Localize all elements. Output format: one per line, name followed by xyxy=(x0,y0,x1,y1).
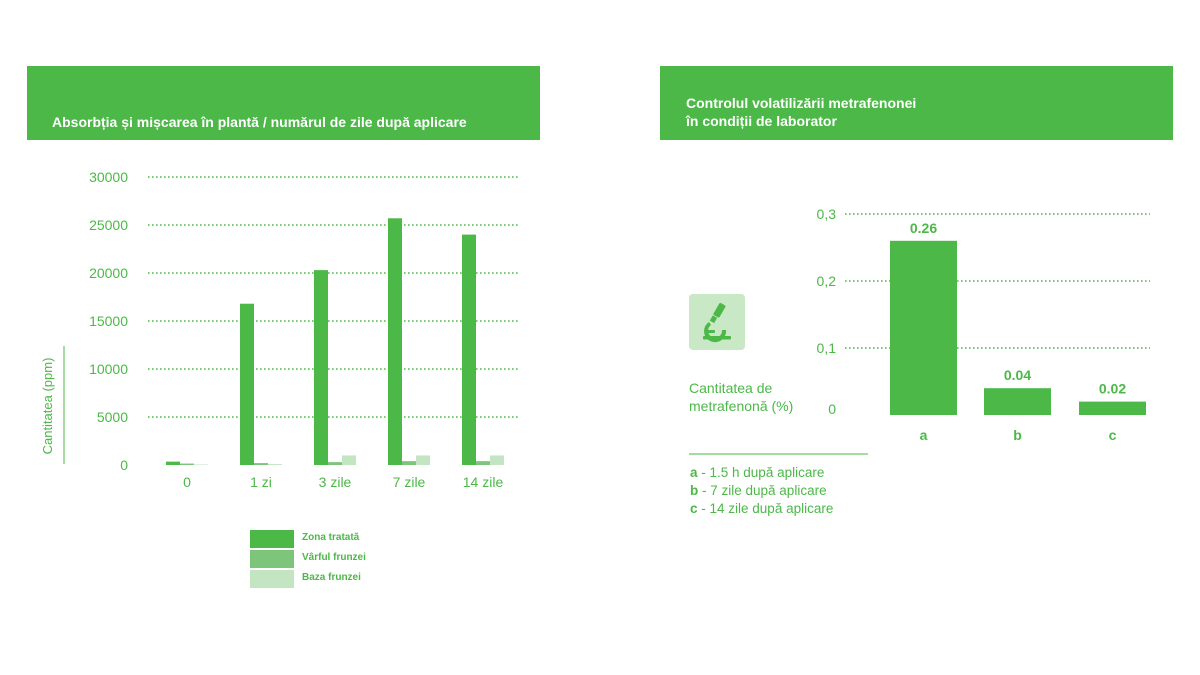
legend-swatch-zona-tratata xyxy=(250,530,294,548)
chart1-bar xyxy=(240,303,254,465)
note-c-text: 14 zile după aplicare xyxy=(709,501,834,516)
note-b: b - 7 zile după aplicare xyxy=(690,483,827,498)
chart1-title: Absorbția și mișcarea în plantă / număru… xyxy=(27,66,540,140)
microscope-icon xyxy=(689,294,745,350)
chart1-bar xyxy=(388,218,402,465)
note-a-key: a xyxy=(690,465,698,480)
note-c-key: c xyxy=(690,501,698,516)
chart2-ylabel: Cantitatea de metrafenonă (%) xyxy=(689,379,793,415)
chart1-bar xyxy=(166,461,180,465)
chart2-ytick-label: 0 xyxy=(828,401,836,417)
chart1-ytick-label: 20000 xyxy=(89,265,128,281)
chart1-ytick-label: 0 xyxy=(120,457,128,473)
chart1-ytick-label: 25000 xyxy=(89,217,128,233)
legend-label-baza-frunzei: Baza frunzei xyxy=(302,572,361,583)
chart1-ytick-label: 10000 xyxy=(89,361,128,377)
chart2-data-label: 0.02 xyxy=(1099,381,1126,397)
chart1-ylabel: Cantitatea (ppm) xyxy=(40,358,55,455)
chart1-bar xyxy=(314,270,328,465)
chart2-bar xyxy=(984,388,1051,415)
chart1-category-label: 1 zi xyxy=(250,474,272,490)
chart2-ytick-label: 0,3 xyxy=(817,206,837,222)
chart1-bar xyxy=(476,461,490,465)
chart1-ytick-label: 30000 xyxy=(89,169,128,185)
chart2-category-label: b xyxy=(1013,427,1022,443)
chart2-data-label: 0.26 xyxy=(910,220,937,236)
chart1-bar xyxy=(342,455,356,465)
legend-swatch-varful-frunzei xyxy=(250,550,294,568)
legend-label-varful-frunzei: Vârful frunzei xyxy=(302,552,366,563)
chart2-category-label: c xyxy=(1109,427,1117,443)
chart1-bar xyxy=(490,455,504,465)
chart1-bar xyxy=(180,463,194,465)
chart2-bar xyxy=(890,240,957,415)
chart2-notes: a - 1.5 h după aplicare b - 7 zile după … xyxy=(690,464,833,518)
chart1-bar xyxy=(462,234,476,465)
chart1-bar xyxy=(402,461,416,465)
chart2-ytick-label: 0,2 xyxy=(817,273,837,289)
chart1-category-label: 14 zile xyxy=(463,474,504,490)
chart2-title: Controlul volatilizării metrafenonei în … xyxy=(660,66,1173,140)
chart2-data-label: 0.04 xyxy=(1004,367,1031,383)
chart1-category-label: 7 zile xyxy=(393,474,426,490)
chart1-bar xyxy=(328,462,342,465)
note-b-text: 7 zile după aplicare xyxy=(710,483,827,498)
chart1-bar xyxy=(268,464,282,465)
chart2-ytick-label: 0,1 xyxy=(817,340,837,356)
note-b-key: b xyxy=(690,483,699,498)
note-a: a - 1.5 h după aplicare xyxy=(690,465,825,480)
legend-label-zona-tratata: Zona tratată xyxy=(302,532,360,543)
chart1-bar xyxy=(416,455,430,465)
chart2-title-line2: în condiții de laborator xyxy=(686,113,837,129)
chart1-category-label: 0 xyxy=(183,474,191,490)
chart1-ytick-label: 15000 xyxy=(89,313,128,329)
chart1-ytick-label: 5000 xyxy=(97,409,128,425)
chart2-category-label: a xyxy=(920,427,928,443)
chart1-category-label: 3 zile xyxy=(319,474,352,490)
legend-swatch-baza-frunzei xyxy=(250,570,294,588)
note-c: c - 14 zile după aplicare xyxy=(690,501,834,516)
note-a-text: 1.5 h după aplicare xyxy=(709,465,825,480)
chart1-bar xyxy=(254,463,268,465)
chart2-ylabel-line1: Cantitatea de xyxy=(689,380,773,396)
chart2-bar xyxy=(1079,401,1146,415)
chart2-title-line1: Controlul volatilizării metrafenonei xyxy=(686,95,917,111)
chart2-ylabel-line2: metrafenonă (%) xyxy=(689,398,794,414)
